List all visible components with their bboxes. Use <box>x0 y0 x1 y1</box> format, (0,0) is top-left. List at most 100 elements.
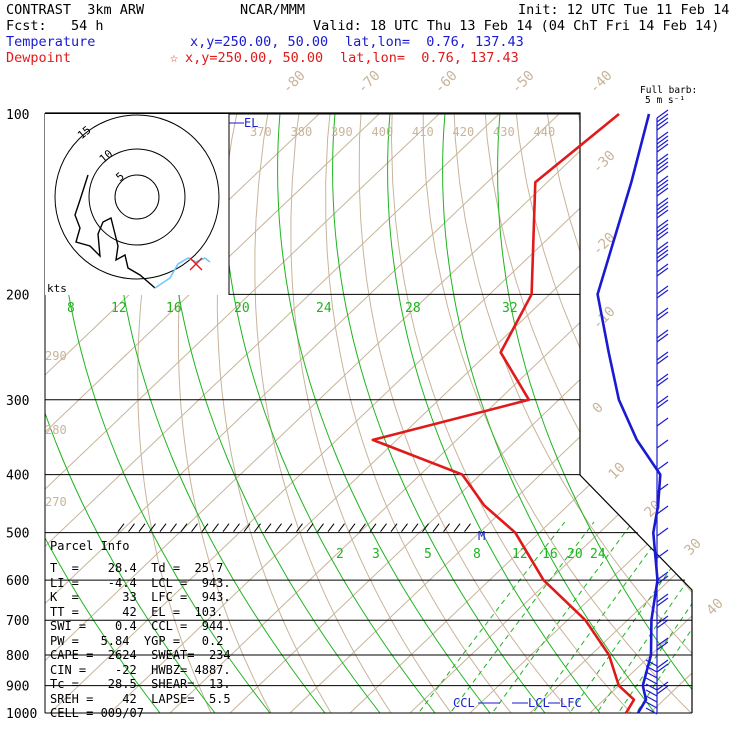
barb-scale-unit: 5 m s⁻¹ <box>645 95 686 106</box>
wind-barb <box>656 663 669 673</box>
wind-barb <box>656 135 669 145</box>
parcel-info-row: CIN = -22 HWBZ= 4887. <box>50 662 231 677</box>
wind-barb <box>656 549 669 559</box>
wind-barb <box>645 689 658 697</box>
dry-adiabat-line <box>724 87 740 726</box>
dry-adiabat-line <box>422 113 692 713</box>
dewpoint-latlon: lat,lon= 0.76, 137.43 <box>340 50 519 66</box>
mixing-ratio-line <box>523 521 671 713</box>
pressure-label: 900 <box>6 680 29 695</box>
wind-barb <box>656 179 669 189</box>
hatch-mark <box>243 523 251 532</box>
parcel-info-row: SWI = 0.4 CCL = 944. <box>50 619 231 633</box>
hatch-mark <box>432 523 440 532</box>
hatch-mark <box>453 523 461 532</box>
temperature-profile <box>596 113 662 714</box>
mixing-ratio-label: 16 <box>542 547 558 562</box>
isotherm-line <box>516 113 692 713</box>
mixing-ratio-label: 12 <box>512 547 528 562</box>
wind-barb <box>656 505 669 515</box>
wind-barb <box>645 707 658 715</box>
hatch-mark <box>422 523 429 532</box>
moist-adiabat-line <box>497 113 692 713</box>
pressure-label: 1000 <box>6 707 37 722</box>
wind-barb <box>656 263 669 273</box>
wind-barb <box>656 329 669 339</box>
hatch-mark <box>170 523 177 532</box>
parcel-info-row: PW = 5.84 YGP = 0.2 <box>50 633 224 648</box>
moist-adiabat-line <box>277 113 491 713</box>
isotherm-line <box>45 113 589 713</box>
wind-barb <box>656 575 669 585</box>
hatch-mark <box>306 523 314 532</box>
isotherm-label: -20 <box>590 230 619 259</box>
isotherm-label: 0 <box>590 400 607 417</box>
mixing-ratio-label: 5 <box>424 547 432 562</box>
hodograph-units: kts <box>47 282 67 295</box>
parcel-info-title: Parcel Info <box>50 539 130 553</box>
parcel-info-row: CAPE = 2624 SWEAT= 234 <box>50 648 231 662</box>
dry-adiabat-line <box>137 113 218 713</box>
wind-barb <box>656 373 669 383</box>
theta-left-label: 280 <box>45 423 67 437</box>
temperature-xy: x,y=250.00, 50.00 <box>190 34 329 50</box>
hodograph-ring <box>114 174 160 220</box>
parcel-info-row: K = 33 LFC = 943. <box>50 590 231 604</box>
wind-barb <box>656 183 669 193</box>
isotherm-line <box>576 113 692 713</box>
wind-barb <box>656 153 669 163</box>
pressure-label: 800 <box>6 649 29 664</box>
isotherm-label: -50 <box>509 68 538 97</box>
wind-barb <box>656 245 669 255</box>
isotherm-label: 40 <box>704 596 727 619</box>
wind-barb <box>656 187 669 197</box>
ccl-label: CCL <box>453 696 475 710</box>
wind-barb <box>656 227 669 237</box>
pressure-label: 700 <box>6 614 29 629</box>
wind-barb <box>656 109 669 119</box>
wind-barb <box>656 209 669 219</box>
theta-label: 400 <box>372 125 394 139</box>
wind-barb <box>645 695 658 703</box>
m-label: M <box>478 529 485 543</box>
mixing-ratio-line <box>609 521 692 713</box>
hatch-mark <box>254 523 261 532</box>
wind-barb <box>656 205 669 215</box>
pressure-label: 300 <box>6 394 29 409</box>
hatch-mark <box>369 523 377 532</box>
wind-barb <box>656 165 669 175</box>
wind-barb <box>656 197 669 207</box>
wind-barb <box>656 249 669 259</box>
wind-barb <box>656 289 669 299</box>
dry-adiabat-line <box>482 113 692 713</box>
theta-label: 420 <box>453 125 475 139</box>
hatch-mark <box>138 523 146 532</box>
pressure-label: 600 <box>6 574 29 589</box>
wind-barb <box>656 681 669 691</box>
wind-barb <box>656 593 669 603</box>
hatch-mark <box>201 523 209 532</box>
parcel-info-row: Tc = 28.5 SHEAR= 13. <box>50 677 231 691</box>
wind-barb <box>656 439 669 449</box>
wind-barb <box>656 253 669 263</box>
org-label: NCAR/MMM <box>240 2 306 18</box>
dry-adiabat-line <box>543 113 692 713</box>
wind-barb <box>656 201 669 211</box>
wind-barb <box>656 121 669 131</box>
hatch-mark <box>317 523 324 532</box>
theta-label: 380 <box>291 125 313 139</box>
hatch-mark <box>128 523 135 532</box>
isobars <box>45 113 692 714</box>
hatch-mark <box>338 523 345 532</box>
isotherm-line <box>45 113 349 713</box>
isotherm-line <box>156 113 692 713</box>
wind-barb <box>656 219 669 229</box>
wind-barb <box>645 671 658 679</box>
barb-scale-title: Full barb: <box>640 85 698 96</box>
wind-barb <box>656 417 669 427</box>
hatch-mark <box>401 523 408 532</box>
hatch-mark <box>180 523 188 532</box>
mixing-ratio-label: 32 <box>502 301 518 316</box>
mixing-ratio-label: 16 <box>166 301 182 316</box>
hatch-mark <box>285 523 293 532</box>
